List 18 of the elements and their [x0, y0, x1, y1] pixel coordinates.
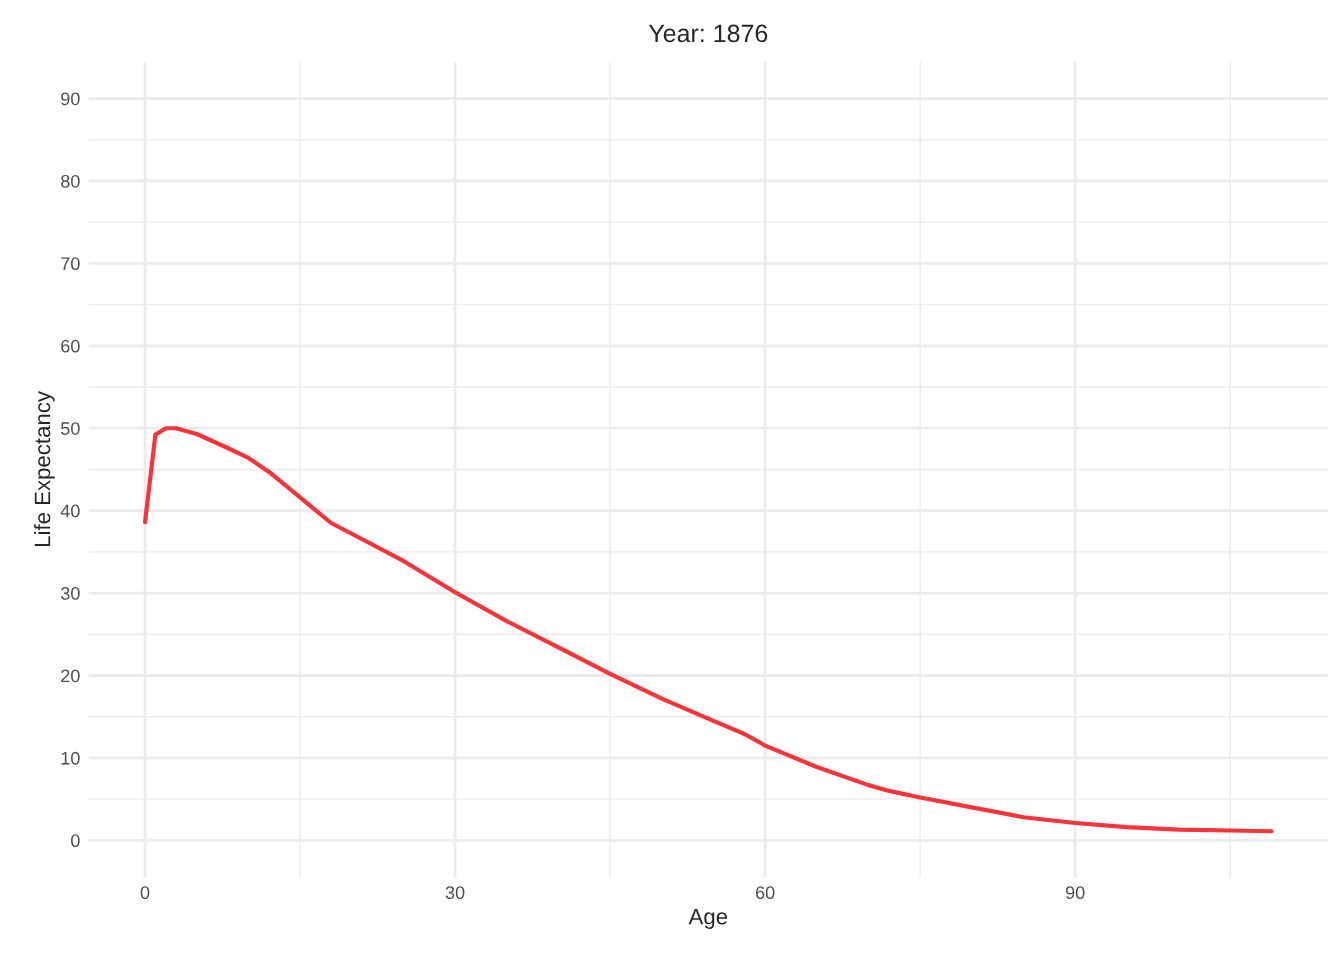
- y-tick-label: 70: [61, 257, 80, 271]
- x-tick-label: 90: [1065, 886, 1085, 900]
- y-tick-label: 30: [60, 587, 80, 600]
- x-tick-label: 0: [140, 886, 150, 900]
- x-tick-label: 30: [445, 886, 465, 900]
- y-tick-label: 80: [61, 174, 80, 188]
- x-tick-label: 60: [756, 886, 775, 900]
- chart-title: Year: 1876: [648, 24, 768, 43]
- y-tick-label: 10: [61, 751, 80, 765]
- y-tick-label: 60: [61, 339, 80, 353]
- y-tick-label: 20: [61, 669, 80, 683]
- line-series: [142, 426, 1274, 834]
- y-axis-title: Life Expectancy: [34, 391, 55, 547]
- y-tick-label: 90: [61, 92, 80, 106]
- y-tick-label: 50: [61, 422, 80, 435]
- x-axis-title: Age: [688, 908, 728, 929]
- y-tick-label: 0: [71, 834, 80, 848]
- y-tick-label: 40: [60, 504, 80, 518]
